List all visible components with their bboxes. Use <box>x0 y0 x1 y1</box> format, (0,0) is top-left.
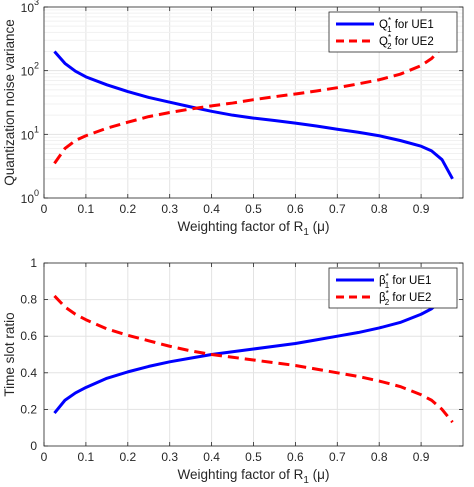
x-tick-label: 0.8 <box>371 202 388 216</box>
y-tick-label: 0.4 <box>20 366 37 380</box>
x-axis-label-tail: (μ) <box>309 219 330 234</box>
y-tick-exponent: 1 <box>34 124 39 134</box>
y-tick-label: 10 <box>21 128 35 142</box>
y-axis-label: Quantization noise variance <box>2 19 17 186</box>
x-tick-label: 0.4 <box>203 202 220 216</box>
legend-box <box>328 11 458 53</box>
x-tick-label: 0.1 <box>78 202 95 216</box>
x-tick-label: 0.6 <box>287 202 304 216</box>
legend-label-tail: for UE2 <box>389 292 431 304</box>
legend-label-tail: for UE1 <box>389 275 431 287</box>
x-tick-label: 0.9 <box>413 450 430 464</box>
x-tick-label: 0.9 <box>413 202 430 216</box>
legend-label-tail: for UE1 <box>392 19 434 31</box>
legend-label-1: β* 1 for UE1 <box>379 272 431 290</box>
x-tick-label: 0.4 <box>203 450 220 464</box>
x-tick-label: 0.7 <box>329 202 346 216</box>
x-axis-label-subscript: 1 <box>303 227 309 238</box>
legend-label-2: Q* 2 for UE2 <box>379 33 434 51</box>
legend-label-superscript: * <box>386 289 389 298</box>
x-tick-label: 0.5 <box>245 450 262 464</box>
y-tick-exponent: 2 <box>34 61 39 71</box>
legend-label-subscript: 1 <box>387 25 392 34</box>
y-tick-label: 0.2 <box>20 402 37 416</box>
x-tick-label: 0.5 <box>245 202 262 216</box>
legend-label-2: β* 2 for UE2 <box>379 289 431 307</box>
x-tick-label: 0.8 <box>371 450 388 464</box>
legend-label-subscript: 1 <box>385 281 390 290</box>
legend-label-superscript: * <box>388 16 391 25</box>
x-tick-label: 0.6 <box>287 450 304 464</box>
series-line-1 <box>53 50 454 180</box>
legend-label-superscript: * <box>388 33 391 42</box>
y-tick-label: 0.8 <box>20 293 37 307</box>
y-tick-label: 0 <box>30 439 37 453</box>
x-tick-label: 0.2 <box>119 450 136 464</box>
legend-label-tail: for UE2 <box>392 36 434 48</box>
legend-box <box>328 267 458 309</box>
y-axis-label: Time slot ratio <box>2 312 17 396</box>
x-tick-label: 0 <box>41 202 48 216</box>
legend-label-main: Q <box>379 36 388 48</box>
legend-label-main: β <box>379 292 386 304</box>
chart-2: 0 0.1 0.2 0.3 0.4 0.5 0.6 0.7 0.8 0.9 0 0.2 0.4 0.6 0.… <box>2 256 464 486</box>
x-tick-label: 0.1 <box>78 450 95 464</box>
x-axis-label: Weighting factor of R1 (μ) <box>178 467 330 486</box>
x-tick-label: 0.7 <box>329 450 346 464</box>
y-tick-label: 0.6 <box>20 329 37 343</box>
x-tick-label: 0.3 <box>161 450 178 464</box>
x-axis-label-main: Weighting factor of R <box>178 467 304 482</box>
series-line-1 <box>53 284 454 415</box>
legend-label-main: Q <box>379 19 388 31</box>
x-tick-label: 0.2 <box>119 202 136 216</box>
y-tick-label: 10 <box>21 1 35 15</box>
x-axis-label-tail: (μ) <box>309 467 330 482</box>
legend-label-main: β <box>379 275 386 287</box>
x-axis-label-subscript: 1 <box>303 475 309 486</box>
series-line-2 <box>53 29 454 165</box>
x-axis-label-main: Weighting factor of R <box>178 219 304 234</box>
series-line-2 <box>53 294 454 424</box>
legend-label-subscript: 2 <box>385 298 390 307</box>
x-tick-label: 0 <box>41 450 48 464</box>
y-tick-label: 1 <box>30 256 37 270</box>
y-tick-label: 10 <box>21 192 35 206</box>
x-axis-label: Weighting factor of R1 (μ) <box>178 219 330 238</box>
legend-label-superscript: * <box>386 272 389 281</box>
x-tick-label: 0.3 <box>161 202 178 216</box>
legend-label-subscript: 2 <box>387 42 392 51</box>
legend-label-1: Q* 1 for UE1 <box>379 16 434 34</box>
y-tick-exponent: 3 <box>34 0 39 7</box>
y-tick-exponent: 0 <box>34 188 39 198</box>
y-tick-label: 10 <box>21 65 35 79</box>
